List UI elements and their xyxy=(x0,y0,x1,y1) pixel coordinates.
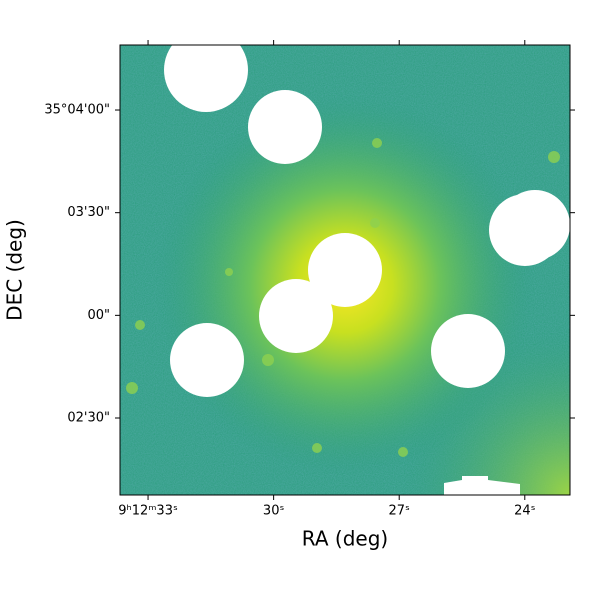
y-tick-label: 02'30" xyxy=(67,411,110,426)
x-tick-label: 30ˢ xyxy=(263,504,285,519)
y-tick-label: 00" xyxy=(87,308,110,323)
axes-frame xyxy=(119,44,571,496)
y-tick-label: 35°04'00" xyxy=(44,103,110,118)
y-axis-label: DEC (deg) xyxy=(3,219,27,321)
x-tick-label: 9ʰ12ᵐ33ˢ xyxy=(118,504,178,519)
x-axis-label: RA (deg) xyxy=(302,527,388,551)
y-tick-label: 03'30" xyxy=(67,205,110,220)
x-tick-label: 27ˢ xyxy=(389,504,411,519)
sky-image xyxy=(120,45,570,495)
x-tick-label: 24ˢ xyxy=(514,504,536,519)
